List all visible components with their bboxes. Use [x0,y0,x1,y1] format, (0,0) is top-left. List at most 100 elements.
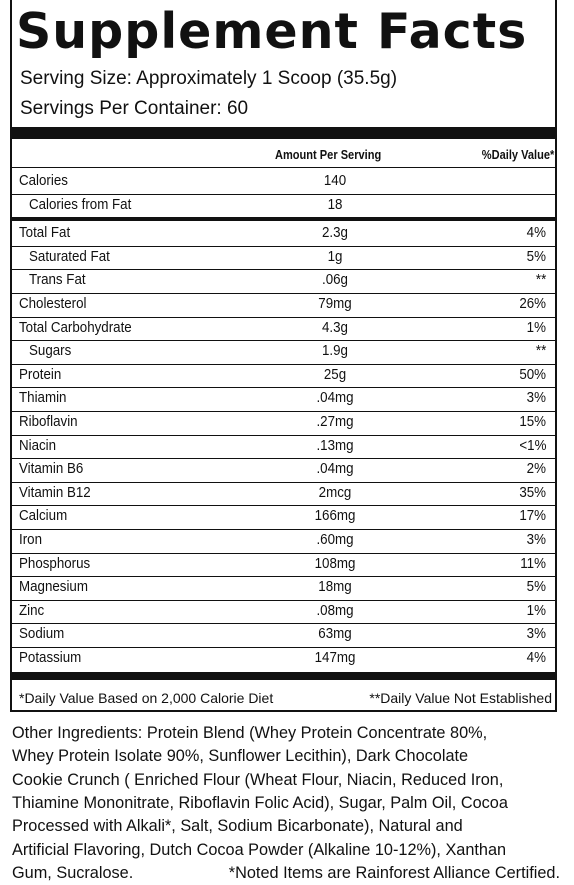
rule [12,599,555,601]
rule [12,411,555,412]
daily-value: 3% [526,626,546,643]
rule [12,387,555,389]
nutrient-name: Protein [19,366,62,383]
ingredients-note: *Noted Items are Rainforest Alliance Cer… [228,863,560,882]
daily-value: 50% [519,366,546,383]
daily-value: 15% [519,414,546,430]
rule [12,505,555,507]
nutrient-name: Cholesterol [19,296,87,312]
amount: 18mg [318,579,352,596]
rule [12,552,555,554]
rule [12,293,555,294]
nutrient-name: Zinc [19,602,45,619]
amount: .04mg [316,461,354,478]
rule [12,529,555,530]
amount: 140 [323,173,347,189]
amount: 147mg [314,650,356,666]
thick-bar [12,672,555,680]
nutrient-name: Vitamin B6 [19,461,84,478]
daily-value: 3% [526,390,546,407]
servings-per-container: Servings Per Container: 60 [20,98,249,119]
daily-value: 5% [526,248,546,265]
amount: 108mg [314,555,356,572]
ingredients-line: Artificial Flavoring, Dutch Cocoa Powder… [12,840,507,859]
column-header: %Daily Value* [481,147,554,162]
rule [12,458,555,460]
ingredients-line: Whey Protein Isolate 90%, Sunflower Leci… [12,747,469,766]
amount: 166mg [314,508,356,525]
rule [12,245,555,247]
daily-value: ** [535,272,546,289]
amount: 25g [323,366,347,383]
nutrient-name: Sodium [19,626,65,643]
rule [12,193,555,195]
nutrient-name: Thiamin [19,390,67,407]
nutrient-name: Trans Fat [29,272,86,289]
daily-value: ** [535,343,546,360]
nutrient-name: Niacin [19,437,57,454]
daily-value: <1% [518,437,546,454]
amount: .08mg [316,602,354,619]
amount: .60mg [316,532,354,548]
rule [12,340,555,342]
daily-value: 26% [519,296,546,312]
nutrient-name: Calories [19,173,68,189]
rule [12,647,555,648]
rule [12,269,555,271]
thick-bar [12,217,555,222]
nutrient-name: Sugars [29,343,72,360]
rule [12,481,555,483]
rule [12,434,555,436]
ingredients-line: Other Ingredients: Protein Blend (Whey P… [12,724,488,742]
daily-value: 17% [519,508,546,525]
serving-size: Serving Size: Approximately 1 Scoop (35.… [20,68,398,89]
amount: 1g [327,248,343,265]
amount: 1.9g [322,343,348,360]
amount: .06g [322,272,348,289]
amount: 18 [327,196,343,213]
footnote: **Daily Value Not Established [369,690,552,706]
daily-value: 5% [526,579,546,596]
ingredients-line: Gum, Sucralose. [12,863,134,882]
nutrient-name: Calories from Fat [29,196,132,213]
daily-value: 4% [526,225,546,242]
amount: .27mg [316,414,354,430]
amount: .04mg [316,390,354,407]
ingredients-line: Thiamine Mononitrate, Riboflavin Folic A… [12,793,508,812]
rule [12,167,555,168]
daily-value: 3% [526,532,546,548]
column-header: Amount Per Serving [275,147,382,162]
nutrient-name: Total Carbohydrate [19,319,132,336]
ingredients-line: Processed with Alkali*, Salt, Sodium Bic… [12,817,463,836]
nutrient-name: Iron [19,532,42,548]
nutrient-name: Vitamin B12 [19,484,91,501]
rule [12,623,555,625]
amount: 63mg [318,626,352,643]
nutrient-name: Total Fat [19,225,71,242]
ingredients-line: Cookie Crunch ( Enriched Flour (Wheat Fl… [12,770,504,789]
rule [12,316,555,318]
amount: 79mg [318,296,352,312]
amount: 2.3g [322,225,348,242]
thick-bar [12,127,555,139]
footnote: *Daily Value Based on 2,000 Calorie Diet [19,690,274,706]
daily-value: 1% [526,319,546,336]
nutrient-name: Phosphorus [19,555,91,572]
nutrient-name: Riboflavin [19,414,78,430]
nutrient-name: Calcium [19,508,68,525]
amount: 2mcg [318,484,352,501]
amount: .13mg [316,437,354,454]
rule [12,363,555,365]
amount: 4.3g [322,319,348,336]
daily-value: 2% [526,461,546,478]
title: Supplement Facts [16,3,528,60]
daily-value: 4% [526,650,546,666]
nutrient-name: Potassium [19,650,82,666]
daily-value: 35% [519,484,546,501]
nutrient-name: Magnesium [19,579,88,596]
nutrient-name: Saturated Fat [29,248,110,265]
daily-value: 1% [526,602,546,619]
label-box [10,0,557,712]
rule [12,576,555,578]
